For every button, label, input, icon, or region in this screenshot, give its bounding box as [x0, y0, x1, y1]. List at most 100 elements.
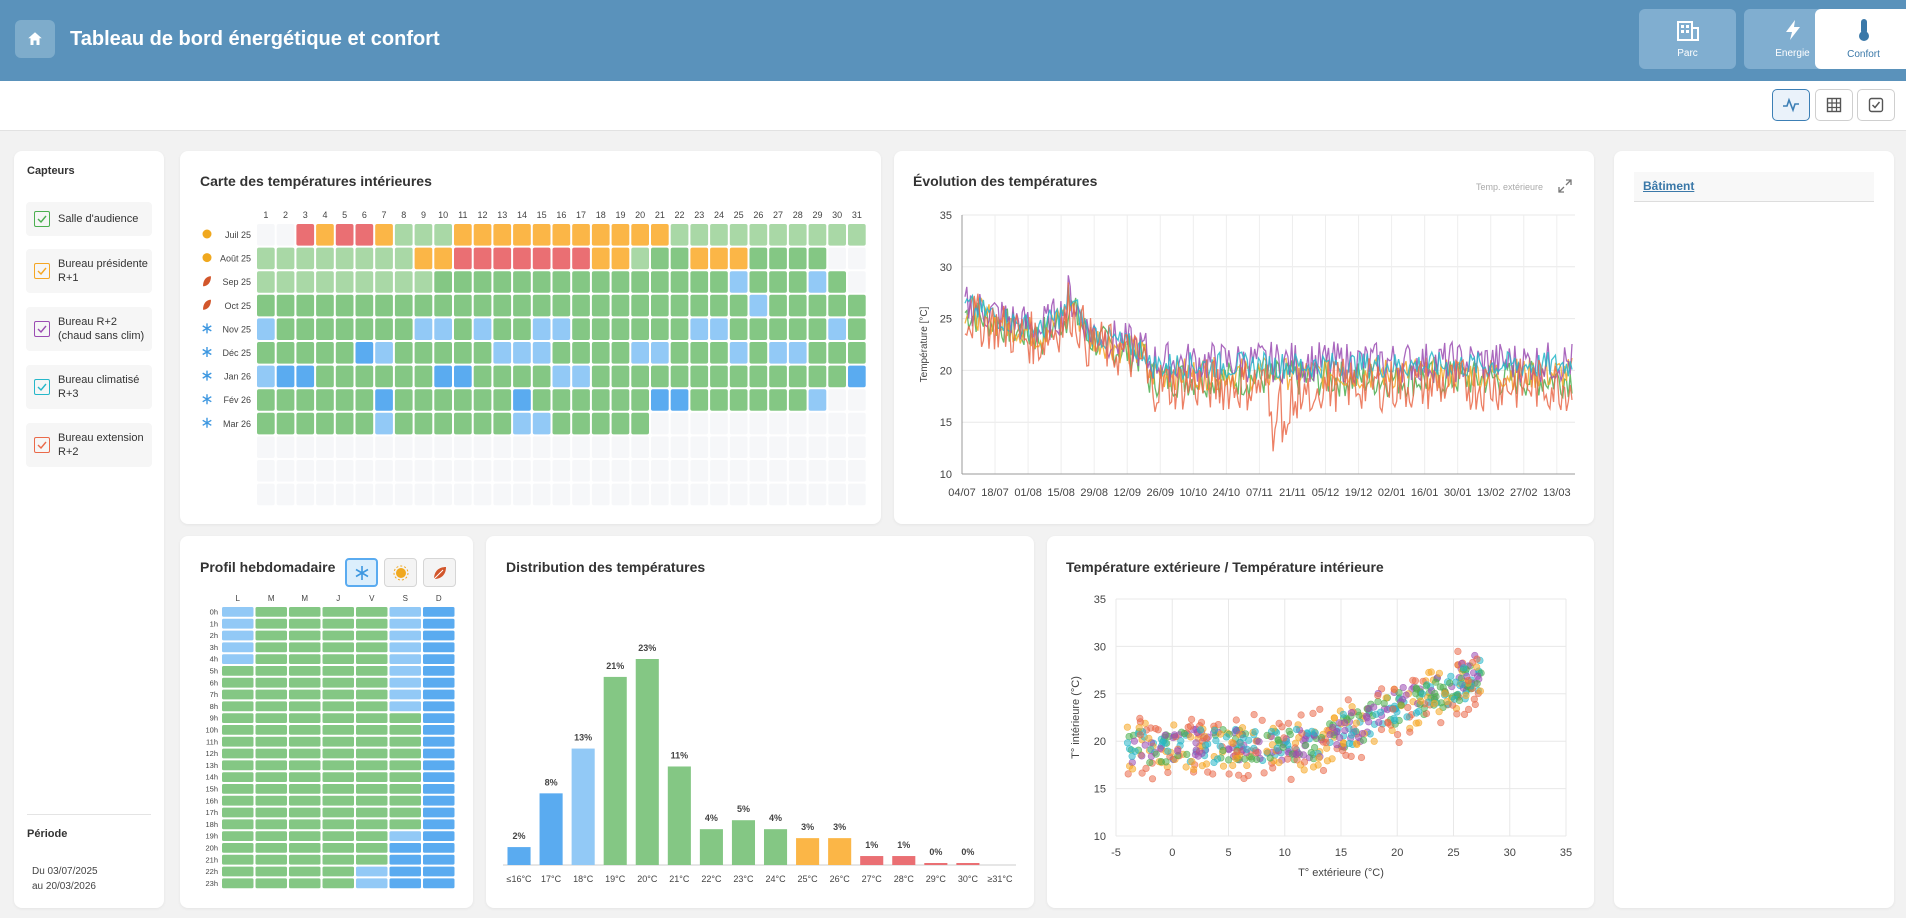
heatmap-cell: [651, 483, 669, 506]
weekday-label: M: [268, 594, 275, 603]
heatmap-cell: [296, 412, 315, 435]
month-label: Déc 25: [222, 348, 251, 358]
distribution-bar: [860, 856, 884, 865]
weekly-cell: [289, 666, 321, 676]
scatter-point: [1285, 727, 1293, 735]
weekly-cell: [356, 784, 388, 794]
heatmap-cell: [631, 247, 649, 270]
winter-filter-button[interactable]: [345, 558, 378, 587]
weekly-cell: [255, 795, 287, 806]
sensor-item-bureau-r2-chaud[interactable]: Bureau R+2 (chaud sans clim): [26, 307, 152, 351]
scatter-point: [1123, 739, 1132, 747]
view-checklist-button[interactable]: [1857, 89, 1895, 121]
building-tab[interactable]: Bâtiment: [1643, 179, 1695, 193]
view-chart-button[interactable]: [1772, 89, 1810, 121]
scatter-point: [1154, 726, 1162, 734]
midseason-filter-button[interactable]: [423, 558, 456, 587]
building-tab-bar: Bâtiment: [1634, 172, 1874, 202]
summer-filter-button[interactable]: [384, 558, 417, 587]
sensor-item-bureau-presidente[interactable]: Bureau présidente R+1: [26, 249, 152, 293]
heatmap-cell: [670, 483, 689, 506]
heatmap-cell: [375, 389, 393, 411]
heatmap-cell: [296, 389, 315, 411]
hour-label: 22h: [205, 867, 218, 876]
checkbox-icon[interactable]: [34, 437, 50, 453]
distribution-bar: [667, 766, 691, 865]
heatmap-cell: [552, 224, 571, 246]
sensor-item-bureau-climatise[interactable]: Bureau climatisé R+3: [26, 365, 152, 409]
heatmap-cell: [591, 389, 610, 411]
weekly-cell: [289, 854, 321, 865]
bar-value-label: 3%: [833, 822, 846, 832]
scatter-point: [1403, 713, 1411, 721]
scatter-point: [1404, 704, 1412, 712]
scatter-point: [1198, 762, 1206, 770]
heatmap-cell: [276, 318, 295, 340]
weekly-cell: [423, 618, 455, 629]
divider: [27, 814, 151, 815]
checkbox-icon[interactable]: [34, 211, 50, 227]
weekday-label: L: [236, 594, 241, 603]
sensor-item-salle-audience[interactable]: Salle d'audience: [26, 202, 152, 236]
weekly-cell: [423, 784, 455, 794]
checkbox-icon[interactable]: [34, 321, 50, 337]
scatter-point: [1465, 705, 1473, 713]
sensor-item-bureau-extension[interactable]: Bureau extension R+2: [26, 423, 152, 467]
heatmap-cell: [729, 224, 748, 246]
hour-label: 17h: [205, 808, 218, 817]
view-table-button[interactable]: [1815, 89, 1853, 121]
heatmap-cell: [631, 483, 649, 506]
scatter-point: [1202, 741, 1210, 749]
heatmap-cell: [473, 460, 492, 482]
nav-parc-button[interactable]: Parc: [1639, 9, 1736, 69]
expand-icon[interactable]: [1558, 179, 1572, 193]
weekly-cell: [289, 843, 321, 853]
heatmap-cell: [749, 460, 768, 482]
distribution-card: Distribution des températures 2% ≤16°C 8% 1…: [486, 536, 1034, 908]
heatmap-cell: [394, 483, 413, 506]
heatmap-cell: [710, 483, 728, 506]
heatmap-cell: [375, 294, 393, 317]
day-label: 23: [694, 210, 704, 220]
x-tick-label: 02/01: [1378, 487, 1406, 499]
hour-label: 4h: [210, 655, 218, 664]
scatter-point: [1374, 698, 1382, 706]
scatter-point: [1279, 743, 1287, 751]
hour-label: 8h: [210, 702, 218, 711]
category-label: 17°C: [541, 874, 562, 884]
heatmap-cell: [848, 247, 866, 270]
weekly-cell: [356, 642, 388, 653]
bar-value-label: 8%: [545, 777, 558, 787]
scatter-point: [1345, 739, 1354, 747]
outdoor-temp-toggle[interactable]: Temp. extérieure: [1476, 182, 1544, 192]
scatter-point: [1340, 719, 1349, 727]
heatmap-cell: [316, 342, 334, 364]
x-tick-label: 07/11: [1246, 487, 1273, 499]
heatmap-cell: [591, 412, 610, 435]
home-button[interactable]: [15, 20, 55, 58]
leaf-icon: [203, 299, 211, 310]
scatter-point: [1284, 719, 1293, 727]
weekly-cell: [255, 642, 287, 653]
sensor-sidebar: Capteurs Salle d'audience Bureau préside…: [14, 151, 164, 908]
scatter-point: [1390, 685, 1398, 693]
heatmap-cell: [651, 460, 669, 482]
heatmap-cell: [414, 389, 433, 411]
heatmap-cell: [454, 342, 472, 364]
scatter-point: [1263, 731, 1271, 739]
heatmap-cell: [276, 483, 295, 506]
heatmap-cell: [434, 247, 452, 270]
heatmap-cell: [552, 294, 571, 317]
heatmap-cell: [848, 365, 866, 388]
checkbox-icon[interactable]: [34, 379, 50, 395]
heatmap-cell: [394, 247, 413, 270]
nav-confort-button[interactable]: Confort: [1815, 9, 1906, 69]
heatmap-cell: [493, 224, 512, 246]
checkbox-icon[interactable]: [34, 263, 50, 279]
weekly-cell: [356, 760, 388, 771]
scatter-point: [1394, 731, 1402, 739]
day-label: 13: [497, 210, 507, 220]
period-to: au 20/03/2026: [32, 881, 96, 892]
scatter-point: [1474, 672, 1482, 680]
scatter-point: [1422, 682, 1430, 690]
